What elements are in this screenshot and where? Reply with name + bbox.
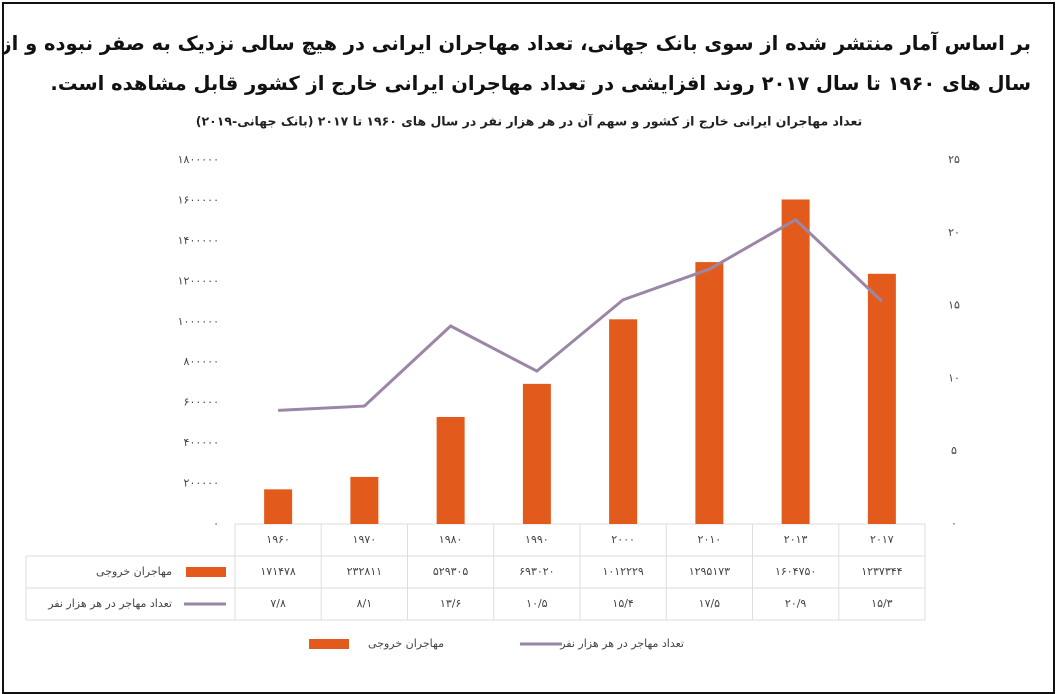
table-cell: ۲۳۲۸۱۱ — [347, 565, 382, 578]
table-cell: ۱۳/۶ — [440, 597, 461, 610]
bar — [781, 199, 810, 524]
x-tick-label: ۱۹۷۰ — [353, 533, 377, 546]
y-tick-label: ۲۰۰۰۰۰ — [184, 477, 219, 490]
legend-label: مهاجران خروجی — [368, 637, 444, 650]
x-tick-label: ۲۰۱۷ — [870, 533, 894, 546]
y-tick-label: ۱۴۰۰۰۰۰ — [178, 234, 219, 247]
x-tick-label: ۱۹۶۰ — [266, 533, 290, 546]
table-cell: ۱۰/۵ — [526, 597, 548, 610]
table-cell: ۱۵/۳ — [871, 597, 893, 610]
y-tick-label: ۴۰۰۰۰۰ — [184, 436, 219, 449]
y2-tick-label: ۵ — [951, 444, 957, 457]
bar — [609, 319, 638, 524]
chart-title: تعداد مهاجران ایرانی خارج از کشور و سهم … — [196, 114, 862, 129]
table-cell: ۶۹۳۰۲۰ — [519, 565, 554, 578]
table-cell: ۱۰۱۲۲۲۹ — [602, 565, 643, 578]
table-cell: ۷/۸ — [270, 597, 286, 610]
y2-tick-label: ۲۵ — [948, 153, 960, 166]
y-tick-label: ۱۰۰۰۰۰۰ — [178, 315, 219, 328]
table-cell: ۵۲۹۳۰۵ — [433, 565, 469, 578]
x-tick-label: ۱۹۹۰ — [525, 533, 549, 546]
table-row-label: تعداد مهاجر در هر هزار نفر — [47, 597, 172, 610]
bar — [264, 489, 293, 524]
y2-tick-label: ۱۵ — [948, 299, 960, 312]
chart: تعداد مهاجران ایرانی خارج از کشور و سهم … — [25, 114, 960, 650]
x-tick-label: ۲۰۱۳ — [784, 533, 808, 546]
x-tick-label: ۱۹۸۰ — [439, 533, 463, 546]
table-cell: ۱۷/۵ — [699, 597, 721, 610]
header-line: سال های ۱۹۶۰ تا سال ۲۰۱۷ روند افزایشی در… — [50, 72, 1031, 95]
bar — [522, 383, 551, 524]
y-tick-label: ۱۲۰۰۰۰۰ — [178, 274, 219, 287]
y-tick-label: ۶۰۰۰۰۰ — [184, 396, 219, 409]
table-cell: ۲۰/۹ — [785, 597, 807, 610]
bar — [436, 416, 465, 524]
bar — [867, 273, 896, 524]
x-tick-label: ۲۰۱۰ — [698, 533, 722, 546]
table-cell: ۱۲۹۵۱۷۳ — [689, 565, 730, 578]
table-cell: ۸/۱ — [357, 597, 373, 610]
bar — [350, 476, 379, 524]
y-tick-label: ۱۸۰۰۰۰۰ — [178, 153, 219, 166]
x-tick-label: ۲۰۰۰ — [611, 533, 635, 546]
line — [278, 217, 883, 412]
bar — [695, 262, 724, 524]
y-tick-label: ۰ — [213, 517, 219, 530]
legend-swatch — [309, 639, 349, 649]
table-row-label: مهاجران خروجی — [96, 565, 172, 578]
legend-label: تعداد مهاجر در هر هزار نفر — [559, 637, 684, 650]
table-cell: ۱۲۳۷۳۴۴ — [861, 565, 902, 578]
y-tick-label: ۸۰۰۰۰۰ — [184, 355, 219, 368]
table-cell: ۱۶۰۴۷۵۰ — [775, 565, 816, 578]
y2-tick-label: ۰ — [951, 517, 957, 530]
y2-tick-label: ۱۰ — [948, 371, 960, 384]
header-line: بر اساس آمار منتشر شده از سوی بانک جهانی… — [2, 32, 1031, 55]
table-cell: ۱۵/۴ — [612, 597, 634, 610]
y-tick-label: ۱۶۰۰۰۰۰ — [178, 193, 219, 206]
legend-swatch — [186, 567, 226, 577]
y2-tick-label: ۲۰ — [948, 226, 960, 239]
table-cell: ۱۷۱۴۷۸ — [260, 565, 296, 578]
